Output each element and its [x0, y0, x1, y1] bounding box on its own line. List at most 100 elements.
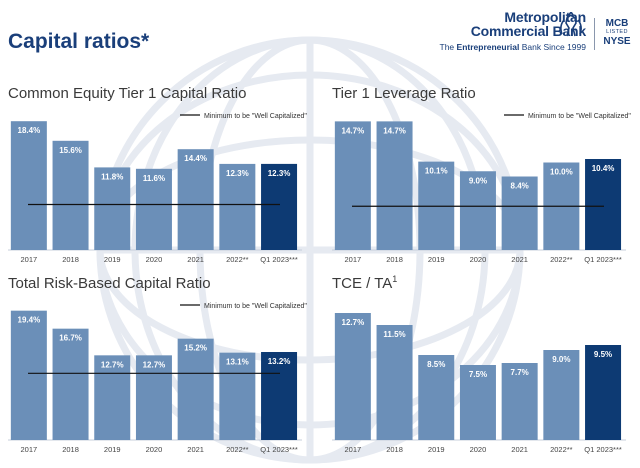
logo-name-line2: Commercial Bank: [470, 23, 586, 39]
bar: [94, 167, 131, 250]
tick-label: 2017: [21, 445, 38, 454]
bar: [261, 163, 298, 250]
legend-text: Minimum to be "Well Capitalized": [204, 113, 307, 120]
tick-label: 2019: [428, 445, 445, 454]
data-label: 9.0%: [552, 355, 570, 364]
chart-plot: 12.7% 2017 11.5% 2018 8.5% 2019 7.5% 2020 7.7% 20…: [332, 313, 626, 454]
tick-label: 2022**: [550, 255, 573, 264]
chart-title: Total Risk-Based Capital Ratio: [8, 274, 211, 292]
data-label: 16.7%: [59, 334, 82, 343]
tick-label: 2019: [428, 255, 445, 264]
data-label: 15.2%: [184, 344, 207, 353]
tick-label: 2017: [345, 255, 362, 264]
data-label: 9.0%: [469, 176, 487, 185]
data-label: 10.0%: [550, 168, 573, 177]
bar: [261, 352, 298, 440]
data-label: 18.4%: [18, 126, 41, 135]
tick-label: Q1 2023***: [260, 445, 298, 454]
legend-text: Minimum to be "Well Capitalized": [204, 303, 307, 310]
data-label: 10.4%: [592, 164, 615, 173]
tick-label: 2018: [62, 255, 79, 264]
chart-title: TCE / TA1: [332, 274, 397, 292]
bar: [459, 171, 496, 250]
ticker-symbol: MCB: [605, 18, 629, 29]
bar: [10, 121, 47, 250]
tick-label: 2017: [345, 445, 362, 454]
data-label: 12.3%: [268, 169, 291, 178]
tick-label: 2020: [146, 445, 163, 454]
bar: [334, 121, 371, 250]
chart-plot: 14.7% 2017 14.7% 2018 10.1% 2019 9.0% 2020 8.4% 2…: [332, 113, 631, 264]
data-label: 12.7%: [143, 360, 166, 369]
bar: [376, 121, 413, 250]
chart-title-text: Tier 1 Leverage Ratio: [332, 85, 476, 102]
company-logo: Metropolitan Commercial Bank The Entrepr…: [440, 10, 636, 56]
bar: [10, 310, 47, 440]
bar: [177, 149, 214, 250]
tick-label: Q1 2023***: [584, 255, 622, 264]
bar: [501, 176, 538, 250]
tick-label: 2020: [146, 255, 163, 264]
tick-label: 2022**: [550, 445, 573, 454]
tick-label: 2022**: [226, 255, 249, 264]
data-label: 12.7%: [342, 318, 365, 327]
bar: [177, 338, 214, 440]
legend-text: Minimum to be "Well Capitalized": [528, 113, 631, 120]
bar: [52, 140, 89, 250]
data-label: 9.5%: [594, 350, 612, 359]
data-label: 11.6%: [143, 174, 165, 183]
data-label: 19.4%: [18, 316, 41, 325]
data-label: 13.1%: [226, 358, 249, 367]
bar: [501, 363, 538, 440]
logo-tagline: The Entrepreneurial Bank Since 1999: [440, 42, 586, 52]
chart-title-sup: 1: [392, 274, 398, 284]
data-label: 7.7%: [511, 368, 529, 377]
tick-label: 2020: [470, 255, 487, 264]
data-label: 11.8%: [101, 172, 123, 181]
data-label: 11.5%: [383, 330, 405, 339]
bar: [52, 328, 89, 440]
bar: [334, 313, 371, 440]
tagline-pre: The: [439, 42, 457, 52]
chart-plot: 19.4% 2017 16.7% 2018 12.7% 2019 12.7% 2020 15.2…: [8, 303, 307, 454]
exchange-name: NYSE: [603, 36, 631, 47]
tick-label: 2019: [104, 255, 121, 264]
liberty-seal-icon: [560, 12, 582, 37]
data-label: 10.1%: [425, 167, 448, 176]
chart-tce-ta: TCE / TA1 12.7% 2017 11.5% 2018 8.5% 2019 7.5%…: [332, 274, 632, 454]
tick-label: 2021: [187, 445, 204, 454]
tick-label: 2021: [511, 445, 528, 454]
bar: [418, 355, 455, 440]
chart-title-text: Common Equity Tier 1 Capital Ratio: [8, 85, 247, 102]
chart-title-text: TCE / TA: [332, 275, 393, 292]
data-label: 15.6%: [59, 146, 82, 155]
data-label: 8.5%: [427, 360, 445, 369]
tick-label: 2018: [62, 445, 79, 454]
bar: [135, 168, 172, 250]
tick-label: 2020: [470, 445, 487, 454]
page-title: Capital ratios*: [8, 30, 150, 53]
bar: [585, 159, 622, 250]
tick-label: 2022**: [226, 445, 249, 454]
bar: [376, 325, 413, 440]
exchange-listing: MCB LISTED NYSE: [600, 18, 634, 47]
bar: [135, 355, 172, 440]
data-label: 14.4%: [184, 154, 207, 163]
tick-label: 2018: [386, 255, 403, 264]
logo-divider: [594, 18, 595, 50]
tick-label: 2019: [104, 445, 121, 454]
bar: [459, 365, 496, 440]
chart-plot: 18.4% 2017 15.6% 2018 11.8% 2019 11.6% 2020 14.4…: [8, 113, 307, 264]
data-label: 13.2%: [268, 357, 291, 366]
tick-label: 2021: [511, 255, 528, 264]
chart-title: Common Equity Tier 1 Capital Ratio: [8, 84, 246, 102]
bar: [94, 355, 131, 440]
tick-label: 2021: [187, 255, 204, 264]
bar: [219, 163, 256, 250]
data-label: 12.3%: [226, 169, 249, 178]
data-label: 8.4%: [511, 182, 529, 191]
bar: [543, 350, 580, 440]
tick-label: Q1 2023***: [584, 445, 622, 454]
data-label: 7.5%: [469, 370, 487, 379]
chart-title-text: Total Risk-Based Capital Ratio: [8, 275, 211, 292]
